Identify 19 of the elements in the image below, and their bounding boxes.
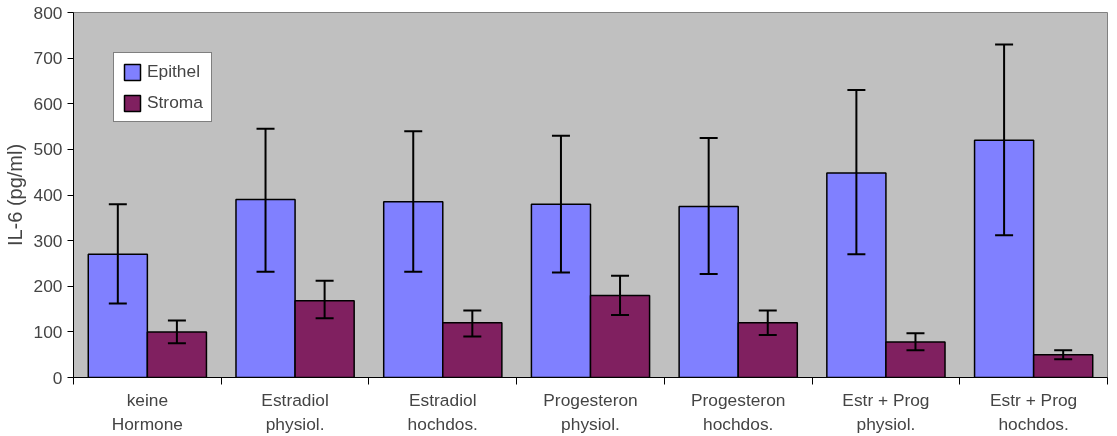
y-tick-label: 200	[33, 276, 63, 297]
y-tick-label: 400	[33, 185, 63, 205]
y-tick-label: 100	[33, 321, 63, 342]
x-tick-label: Estradiol physiol.	[261, 389, 329, 434]
legend-label: Epithel	[147, 61, 200, 82]
x-tick-label: Progesteron hochdos.	[691, 389, 786, 434]
y-axis-title: IL-6 (pg/ml)	[3, 143, 26, 247]
y-tick-label: 800	[33, 2, 63, 23]
legend-label: Stroma	[147, 92, 203, 113]
x-tick-label: Estr + Prog hochdos.	[990, 389, 1078, 434]
y-tick-label: 300	[33, 230, 63, 251]
y-tick-label: 700	[33, 48, 63, 69]
x-tick-label: keine Hormone	[111, 389, 183, 434]
x-tick-label: Progesteron physiol.	[543, 389, 638, 434]
y-tick-label: 500	[33, 139, 63, 160]
y-tick-label: 600	[33, 93, 63, 114]
x-tick-label: Estr + Prog physiol.	[842, 389, 930, 434]
y-tick-label: 0	[52, 367, 63, 388]
x-tick-label: Estradiol hochdos.	[407, 389, 478, 434]
